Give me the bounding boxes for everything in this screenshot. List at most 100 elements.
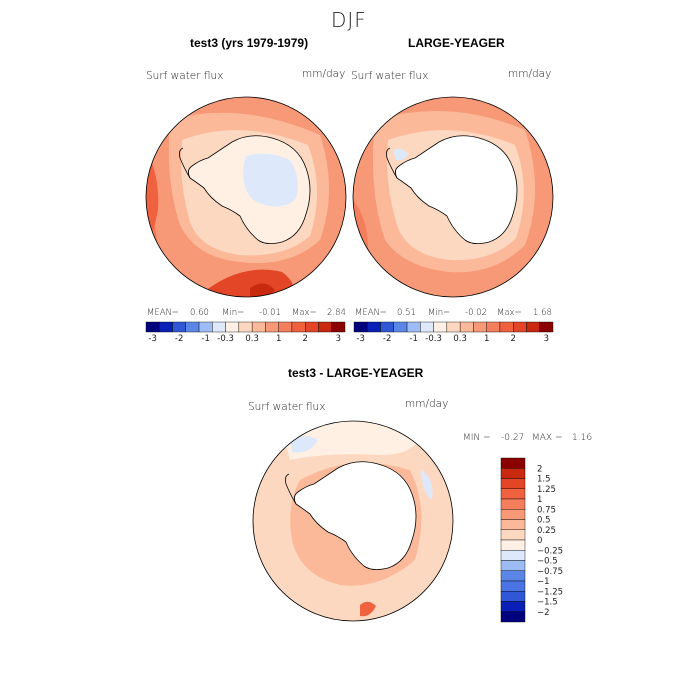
- colorbar-tick-label: 1: [484, 334, 489, 344]
- colorbar-cell: [393, 321, 408, 333]
- colorbar-tick-label: 1: [537, 495, 542, 505]
- colorbar-tick-label: −1.5: [537, 598, 558, 608]
- colorbar-cell: [172, 321, 187, 333]
- colorbar-tick-label: 2: [302, 334, 307, 344]
- diff-max-value: 1.16: [572, 433, 593, 443]
- panel1-variable-label: Surf water flux: [146, 70, 224, 82]
- colorbar-tick-label: 0.75: [537, 505, 556, 515]
- colorbar-cell: [331, 321, 346, 333]
- colorbar-cell: [225, 321, 240, 333]
- colorbar-cell: [500, 539, 526, 551]
- panel2-min-label: Min=: [428, 308, 451, 318]
- colorbar-tick-label: 3: [544, 334, 549, 344]
- diff-east-negative: [420, 470, 433, 500]
- panel1-interior-low: [243, 153, 298, 207]
- diff-variable-label: Surf water flux: [248, 401, 326, 413]
- colorbar-tick-label: -2: [383, 334, 391, 344]
- colorbar-cell: [185, 321, 200, 333]
- panel2-title: LARGE-YEAGER: [408, 36, 505, 50]
- colorbar-cell: [500, 529, 526, 541]
- colorbar-tick-label: 0.25: [537, 526, 556, 536]
- panel1-max-label: Max=: [292, 308, 317, 318]
- colorbar-tick-label: 2: [510, 334, 515, 344]
- panel2-antarctica: [395, 135, 518, 244]
- colorbar-cell: [513, 321, 527, 333]
- colorbar-cell: [500, 457, 526, 469]
- panel1-min-value: -0.01: [259, 308, 281, 318]
- colorbar-cell: [446, 321, 461, 333]
- colorbar-tick-label: −2: [537, 608, 550, 618]
- diff-peninsula: [285, 473, 297, 505]
- colorbar-tick-label: −0.75: [537, 567, 563, 577]
- panel2-variable-label: Surf water flux: [351, 70, 429, 82]
- colorbar-cell: [238, 321, 253, 333]
- diff-units: mm/day: [405, 398, 449, 410]
- colorbar-tick-label: -1: [409, 334, 417, 344]
- panel2-peninsula: [386, 147, 398, 179]
- colorbar-cell: [500, 550, 526, 561]
- colorbar-tick-label: -0.3: [425, 334, 442, 344]
- colorbar-cell: [265, 321, 279, 333]
- colorbar-tick-label: −1: [537, 577, 550, 587]
- panel2-west-low-patch: [393, 148, 408, 161]
- panel2-mean-value: 0.51: [397, 308, 416, 318]
- colorbar-tick-label: -0.3: [217, 334, 234, 344]
- colorbar-tick-label: -3: [148, 334, 156, 344]
- diff-colorbar: 21.51.2510.750.50.250−0.25−0.5−0.75−1−1.…: [500, 457, 563, 623]
- panel1-colorbar: -3 -2 -1 -0.3 0.3 1 2 3: [145, 321, 346, 344]
- panel1-peninsula: [179, 147, 191, 179]
- colorbar-cell: [145, 321, 160, 333]
- colorbar-cell: [212, 321, 226, 333]
- colorbar-cell: [500, 519, 526, 530]
- page-title: DJF: [331, 8, 367, 32]
- colorbar-cell: [500, 560, 526, 571]
- panel1-map: [145, 96, 347, 298]
- panel1-max-value: 2.84: [327, 308, 346, 318]
- panel2-units: mm/day: [508, 68, 552, 80]
- colorbar-cell: [486, 321, 501, 333]
- colorbar-tick-label: 3: [336, 334, 341, 344]
- colorbar-cell: [251, 321, 266, 333]
- colorbar-cell: [500, 498, 526, 510]
- panel1-title: test3 (yrs 1979-1979): [190, 36, 309, 50]
- colorbar-cell: [500, 509, 526, 520]
- colorbar-tick-label: -1: [201, 334, 209, 344]
- colorbar-cell: [367, 321, 381, 333]
- colorbar-cell: [500, 478, 526, 489]
- panel2-colorbar: -3 -2 -1 -0.3 0.3 1 2 3: [353, 321, 554, 344]
- panel2-max-value: 1.68: [533, 308, 552, 318]
- colorbar-cell: [305, 321, 319, 333]
- colorbar-cell: [500, 611, 526, 623]
- panel2-max-label: Max=: [497, 308, 522, 318]
- colorbar-cell: [526, 321, 540, 333]
- colorbar-cell: [500, 601, 526, 612]
- colorbar-tick-label: −1.25: [537, 587, 563, 597]
- panel2-min-value: -0.02: [465, 308, 487, 318]
- colorbar-tick-label: 0.3: [453, 334, 467, 344]
- panel1-band-south-peak: [250, 283, 275, 297]
- diff-map-border: [252, 420, 454, 622]
- diff-north-negative: [290, 436, 318, 453]
- colorbar-tick-label: 1.25: [537, 485, 556, 495]
- colorbar-cell: [499, 321, 514, 333]
- colorbar-cell: [500, 591, 526, 602]
- diff-map: [252, 420, 454, 622]
- panel2-map: [352, 96, 554, 298]
- panel1-units: mm/day: [302, 68, 346, 80]
- diff-south-peak: [360, 601, 376, 617]
- colorbar-cell: [500, 468, 526, 479]
- panel2-mean-label: MEAN=: [355, 308, 387, 318]
- panel1-min-label: Min=: [222, 308, 245, 318]
- diff-antarctica: [294, 461, 417, 570]
- colorbar-tick-label: 1.5: [537, 475, 551, 485]
- colorbar-cell: [278, 321, 293, 333]
- colorbar-cell: [159, 321, 173, 333]
- panel1-mean-value: 0.60: [190, 308, 209, 318]
- colorbar-tick-label: -3: [356, 334, 364, 344]
- colorbar-cell: [433, 321, 448, 333]
- panel1-mean-label: MEAN=: [147, 308, 179, 318]
- colorbar-cell: [291, 321, 306, 333]
- colorbar-tick-label: 1: [276, 334, 281, 344]
